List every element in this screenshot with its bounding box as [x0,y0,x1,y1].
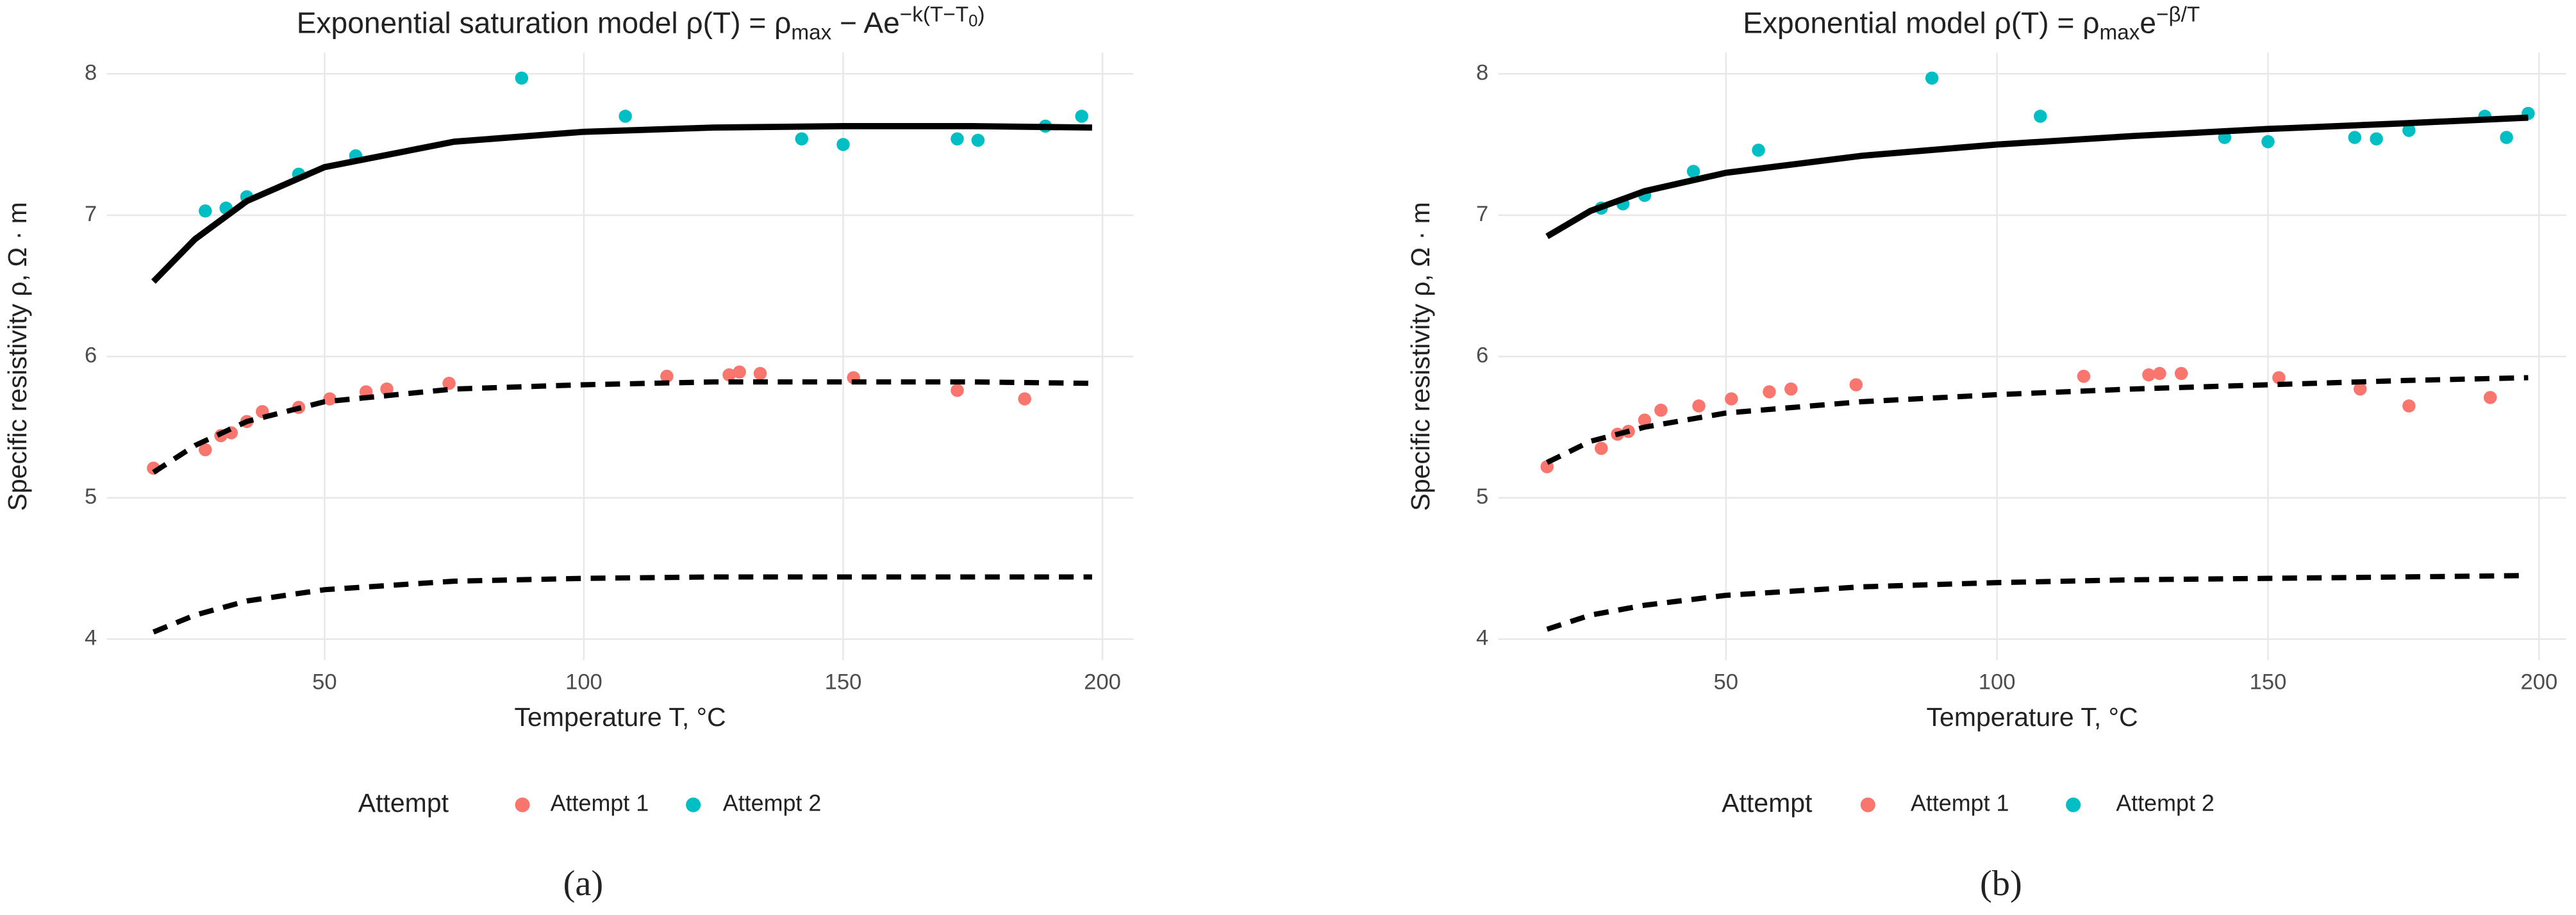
y-tick-label: 6 [85,343,97,368]
x-axis-title: Temperature T, °C [1927,702,2138,732]
x-tick-label: 50 [312,670,337,695]
y-tick-label: 6 [1476,343,1488,368]
chart-title: Exponential model ρ(T) = ρmaxe−β/T [1743,3,2200,44]
legend-label: Attempt 2 [2116,791,2215,816]
title-part: max [2099,21,2140,45]
legend-label: Attempt 1 [1911,791,2009,816]
data-point [515,71,529,85]
data-point [2261,135,2275,149]
data-point [1752,144,1765,157]
legend-swatch [2066,797,2081,812]
panel-label: (a) [563,864,604,903]
x-tick-label: 100 [565,670,602,695]
legend-title: Attempt [1722,788,1813,818]
title-part: −β/T [2156,3,2200,26]
fit-curve [152,379,1092,475]
data-point [2142,368,2156,382]
y-tick-label: 5 [1476,484,1488,509]
y-axis-title: Specific resistivity ρ, Ω · m [1406,202,1435,511]
legend-title: Attempt [358,788,449,818]
legend-swatch [515,797,530,812]
data-point [1686,165,1700,178]
data-point [2402,399,2416,413]
title-part: ) [977,3,985,26]
title-part: max [791,21,831,45]
data-point [2174,367,2188,381]
x-tick-label: 200 [2520,670,2557,695]
data-point [1849,378,1863,392]
x-tick-label: 150 [2250,670,2287,695]
y-tick-label: 7 [85,202,97,226]
y-tick-label: 8 [1476,60,1488,85]
data-point [1018,392,1031,406]
data-point [2348,131,2362,144]
title-part: −k(T−T [900,3,968,26]
x-tick-label: 100 [1979,670,2016,695]
chart-title: Exponential saturation model ρ(T) = ρmax… [297,3,985,44]
data-point [2370,132,2383,145]
data-point [1784,382,1798,396]
data-point [2402,124,2416,137]
title-part: Exponential saturation model ρ(T) = ρ [297,6,792,39]
fit-curve [151,122,1092,284]
data-point [1925,71,1939,85]
x-tick-label: 150 [825,670,862,695]
x-tick-label: 200 [1084,670,1121,695]
data-point [2483,391,2497,404]
data-point [2034,110,2047,123]
y-axis-title: Specific resistivity ρ, Ω · m [3,202,32,511]
title-part: − Ae [831,6,899,39]
legend-label: Attempt 1 [551,791,649,816]
data-point [951,384,964,397]
data-point [1692,399,1706,413]
data-point [2153,367,2166,381]
fit-curve [1545,375,2529,465]
data-point [733,365,746,379]
y-tick-label: 5 [85,484,97,509]
data-point [753,367,767,381]
data-point [2354,382,2367,396]
fit-curve [1546,573,2529,632]
data-point [722,368,736,382]
data-point [199,443,212,457]
y-tick-label: 7 [1476,202,1488,226]
data-point [2272,371,2286,384]
data-point [1654,403,1668,417]
legend-swatch [686,797,701,812]
fit-curve [1545,114,2529,240]
data-point [660,369,674,383]
x-tick-label: 50 [1714,670,1738,695]
legend-label: Attempt 2 [723,791,822,816]
panel-label: (b) [1980,864,2022,903]
title-part: e [2140,6,2156,39]
title-part: Exponential model ρ(T) = ρ [1743,6,2099,39]
y-tick-label: 4 [1476,626,1488,650]
data-point [795,132,809,145]
data-point [1075,110,1088,123]
title-part: 0 [968,12,977,30]
fit-curve [152,574,1092,635]
x-axis-title: Temperature T, °C [515,702,726,732]
y-tick-label: 4 [85,626,97,650]
data-point [1724,392,1738,406]
y-tick-label: 8 [85,60,97,85]
data-point [2500,131,2513,144]
data-point [1763,385,1776,399]
data-point [2077,369,2091,383]
data-point [380,382,394,396]
legend-swatch [1860,797,1875,812]
data-point [442,377,456,390]
data-point [323,392,337,406]
data-point [1595,441,1608,455]
data-point [1638,413,1652,427]
data-point [971,133,985,147]
data-point [836,138,850,151]
data-point [199,204,212,218]
data-point [619,110,632,123]
data-point [951,132,964,145]
